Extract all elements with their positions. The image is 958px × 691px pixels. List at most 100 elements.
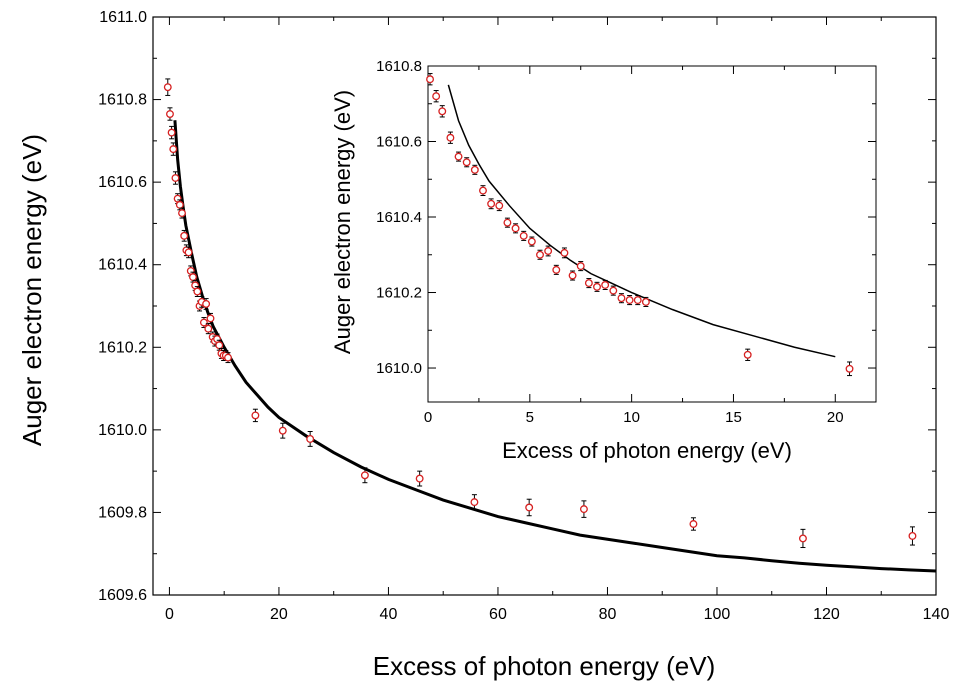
- inset-x-tick-label: 15: [725, 409, 742, 426]
- main-data-point: [689, 517, 698, 531]
- main-data-point: [178, 207, 186, 219]
- main-marker: [166, 110, 174, 118]
- inset-marker: [743, 350, 752, 359]
- inset-marker: [446, 133, 455, 142]
- inset-data-point: [625, 295, 634, 306]
- main-data-point: [360, 467, 369, 484]
- main-data-point: [525, 498, 534, 517]
- inset-fit-curve-layer: [447, 84, 836, 358]
- inset-marker: [503, 218, 512, 227]
- inset-marker: [641, 298, 650, 306]
- main-y-tick-label: 1610.4: [98, 257, 147, 274]
- main-x-tick-label: 40: [380, 606, 398, 623]
- inset-data-point: [527, 236, 536, 247]
- inset-data-point: [487, 198, 496, 210]
- main-y-tick-label: 1610.2: [98, 339, 147, 356]
- main-axis-ticks: [153, 16, 937, 596]
- inset-data-point: [519, 230, 528, 241]
- main-marker: [224, 353, 232, 362]
- main-marker: [178, 209, 186, 218]
- main-data-point: [167, 125, 176, 140]
- inset-y-tick-label: 1610.4: [376, 209, 422, 226]
- main-marker: [193, 287, 202, 296]
- main-y-tick-label: 1610.8: [98, 92, 147, 109]
- inset-marker: [511, 224, 520, 233]
- inset-marker: [487, 199, 496, 208]
- inset-x-tick-label: 5: [526, 409, 534, 426]
- inset-marker: [584, 279, 593, 288]
- inset-marker: [495, 201, 504, 210]
- inset-data-point: [544, 245, 553, 257]
- inset-x-tick-label: 10: [623, 409, 640, 426]
- main-x-tick-label: 120: [813, 606, 840, 623]
- main-data-point: [579, 500, 588, 518]
- inset-data-point: [617, 293, 626, 304]
- inset-y-tick-label: 1610.0: [376, 360, 422, 377]
- main-marker: [908, 532, 917, 540]
- main-marker: [163, 83, 172, 92]
- inset-y-tick-label: 1610.2: [376, 285, 422, 302]
- inset-data-point: [609, 285, 618, 296]
- inset-marker: [568, 271, 577, 280]
- inset-data-point: [495, 200, 504, 212]
- main-marker: [470, 498, 479, 507]
- main-y-tick-label: 1609.8: [98, 504, 147, 521]
- main-data-point: [908, 526, 917, 546]
- main-marker: [175, 200, 184, 209]
- main-x-axis-title: Excess of photon energy (eV): [373, 651, 716, 681]
- inset-marker: [536, 250, 544, 259]
- main-data-point: [206, 312, 215, 324]
- main-x-tick-label: 60: [489, 606, 507, 623]
- inset-marker: [454, 152, 463, 161]
- main-marker: [579, 505, 588, 514]
- inset-marker: [552, 265, 561, 274]
- main-marker: [184, 248, 193, 257]
- inset-marker: [527, 237, 536, 246]
- inset-marker: [633, 296, 642, 305]
- main-data-point: [251, 408, 260, 423]
- main-x-tick-label: 100: [704, 606, 731, 623]
- main-x-tick-label: 140: [923, 606, 950, 623]
- inset-data-point: [454, 151, 463, 162]
- inset-data-point: [560, 247, 569, 259]
- main-y-tick-label: 1609.6: [98, 587, 147, 604]
- inset-marker: [609, 286, 618, 295]
- inset-data-points: [426, 73, 854, 377]
- inset-data-point: [593, 281, 601, 292]
- main-data-point: [224, 352, 232, 364]
- inset-data-point: [470, 164, 479, 175]
- inset-marker: [462, 158, 471, 167]
- inset-x-tick-label: 0: [424, 409, 432, 426]
- inset-data-point: [641, 296, 650, 307]
- main-data-point: [415, 470, 424, 487]
- main-marker: [525, 503, 534, 512]
- main-marker: [278, 426, 287, 435]
- inset-data-point: [633, 295, 642, 306]
- main-data-point: [180, 229, 189, 242]
- inset-data-point: [552, 264, 561, 275]
- inset-plot-frame: [427, 65, 877, 403]
- main-data-point: [184, 246, 193, 259]
- inset-marker: [432, 92, 441, 101]
- main-data-point: [166, 107, 174, 121]
- inset-data-point: [568, 270, 577, 281]
- main-data-point: [470, 494, 479, 511]
- main-data-point: [193, 286, 202, 298]
- inset-data-point: [503, 217, 512, 228]
- main-marker: [189, 273, 197, 282]
- main-marker: [215, 341, 224, 350]
- main-data-points: [163, 78, 917, 549]
- inset-data-point: [845, 361, 854, 377]
- inset-data-point: [584, 278, 593, 289]
- inset-y-axis-title: Auger electron energy (eV): [330, 90, 355, 354]
- inset-y-tick-label: 1610.8: [376, 58, 422, 75]
- inset-axis-ticks: [427, 65, 876, 402]
- inset-fit-curve: [447, 84, 836, 358]
- main-data-point: [306, 431, 315, 447]
- main-x-tick-label: 80: [599, 606, 617, 623]
- inset-marker: [426, 75, 434, 84]
- inset-marker: [617, 294, 626, 303]
- inset-marker: [576, 262, 585, 271]
- inset-data-point: [462, 157, 471, 168]
